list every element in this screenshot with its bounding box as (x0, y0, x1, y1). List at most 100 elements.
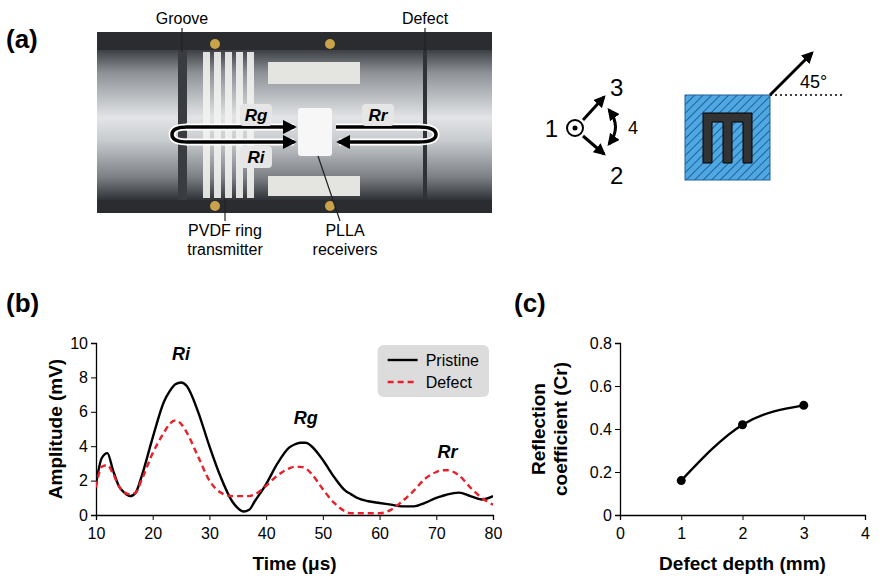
y-tick-label: 8 (79, 369, 88, 386)
y-axis-title: Reflectioncoefficient (Cr) (528, 362, 571, 496)
photo-label-line: PVDF ring (188, 222, 262, 239)
x-tick-label: 70 (428, 525, 446, 542)
x-axis: 1020304050607080 (88, 515, 503, 542)
axis-1-symbol (567, 120, 583, 136)
legend-label: Defect (426, 374, 473, 391)
x-tick-label: 60 (371, 525, 389, 542)
x-tick: 80 (485, 515, 503, 542)
path-label-box (240, 104, 272, 126)
diagram-arrow (609, 110, 616, 144)
panel-label: (c) (514, 288, 546, 318)
y-tick: 10 (70, 335, 96, 352)
y-tick-mark (91, 412, 96, 413)
x-tick: 3 (800, 515, 809, 542)
annotation: Rr (438, 442, 459, 462)
x-tick-mark (436, 515, 437, 520)
x-tick: 50 (314, 515, 332, 542)
x-tick-mark (804, 515, 805, 520)
x-tick-label: 4 (861, 525, 870, 542)
arrow-halo (339, 139, 420, 146)
tape (268, 62, 360, 84)
photo-label: PVDF ring transmitter (187, 222, 263, 258)
y-tick: 0 (79, 507, 96, 524)
x-tick-mark (743, 515, 744, 520)
y-axis: 00.20.40.60.8 (590, 335, 621, 524)
arrow-halo (186, 124, 294, 131)
arrow-halo (418, 127, 436, 142)
y-tick-mark (615, 515, 620, 516)
photo-label-line: transmitter (187, 241, 263, 258)
y-axis-line (615, 344, 621, 516)
x-tick-label: 20 (144, 525, 162, 542)
arrow (186, 140, 294, 144)
photo-label-line: receivers (313, 241, 378, 258)
y-axis: 0246810 (70, 335, 96, 524)
y-axis-line (91, 344, 97, 516)
y-axis-title-line: coefficient (Cr) (550, 362, 571, 496)
x-axis-line (621, 516, 866, 521)
leader-line (181, 28, 182, 52)
x-tick: 0 (616, 515, 625, 542)
x-tick: 70 (428, 515, 446, 542)
x-tick: 60 (371, 515, 389, 542)
y-tick-mark (91, 377, 96, 378)
y-tick-mark (615, 429, 620, 430)
pipe (97, 50, 492, 200)
x-axis-line (97, 516, 494, 521)
y-axis-title: Amplitude (mV) (45, 359, 66, 499)
photo-label: Groove (156, 10, 209, 27)
axis-label: 4 (628, 118, 638, 138)
photo-label: PLLAreceivers (313, 222, 378, 258)
path-label: Rg (245, 106, 268, 125)
receiver-patch (298, 108, 332, 156)
x-tick: 10 (88, 515, 106, 542)
x-tick-label: 2 (739, 525, 748, 542)
x-tick: 20 (144, 515, 162, 542)
x-tick: 40 (258, 515, 276, 542)
photo: RgRiRr (97, 32, 492, 213)
legend: Pristine Defect (378, 345, 489, 397)
arrow (418, 127, 436, 142)
y-tick-label: 6 (79, 403, 88, 420)
x-axis-title: Defect depth (mm) (659, 553, 826, 574)
legend-swatch (388, 381, 418, 383)
chart-0: 10203040506070800246810Time (μs)Amplitud… (45, 335, 503, 574)
x-tick-mark (493, 515, 494, 520)
legend-swatch (388, 359, 418, 361)
y-tick-mark (91, 515, 96, 516)
plot-area (96, 383, 493, 514)
arrow (172, 127, 188, 142)
annotation: Ri (172, 344, 191, 364)
x-tick: 4 (861, 515, 870, 542)
path-label-box (362, 104, 394, 126)
y-tick: 8 (79, 369, 96, 386)
y-tick-label: 10 (70, 335, 88, 352)
axis-label: 2 (610, 162, 623, 189)
y-tick: 0.6 (590, 378, 620, 395)
y-tick: 0.2 (590, 464, 620, 481)
x-tick-mark (209, 515, 210, 520)
x-tick-mark (380, 515, 381, 520)
x-tick: 1 (677, 515, 686, 542)
diagram-arrow (583, 97, 604, 120)
plot-area (677, 401, 809, 485)
arrow (339, 140, 420, 144)
figure: (a)(b)(c)RgRiRrGrooveDefectPVDF ringtran… (0, 0, 894, 582)
series-line (681, 405, 804, 480)
diagram: 123445° (545, 53, 845, 189)
leader-line (424, 28, 425, 52)
y-tick-label: 0 (79, 507, 88, 524)
y-tick: 0 (603, 507, 620, 524)
x-tick-label: 3 (800, 525, 809, 542)
series-marker (677, 476, 686, 485)
y-tick-label: 0.6 (590, 378, 612, 395)
legend-label: Pristine (426, 352, 479, 369)
path-label-box (240, 146, 272, 168)
x-tick-mark (266, 515, 267, 520)
path-label: Ri (248, 148, 266, 167)
photo-background (97, 32, 492, 213)
reference-line (770, 94, 845, 96)
y-tick: 2 (79, 472, 96, 489)
x-axis-title: Time (μs) (252, 553, 336, 574)
leader-line (318, 156, 340, 221)
